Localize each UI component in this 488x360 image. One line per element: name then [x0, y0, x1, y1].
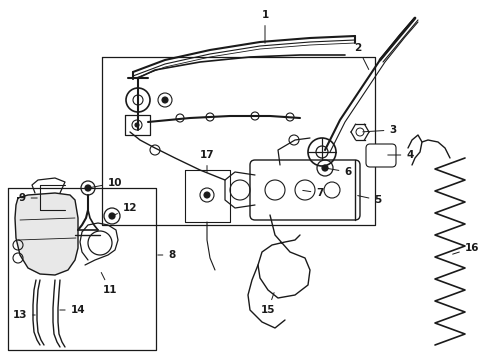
Circle shape — [203, 192, 209, 198]
Circle shape — [85, 185, 91, 191]
Text: 3: 3 — [362, 125, 396, 135]
Text: 12: 12 — [114, 203, 137, 215]
FancyBboxPatch shape — [249, 160, 359, 220]
Text: 5: 5 — [357, 195, 381, 205]
Text: 13: 13 — [13, 310, 35, 320]
Text: 14: 14 — [60, 305, 85, 315]
Text: 15: 15 — [260, 293, 275, 315]
Text: 6: 6 — [327, 167, 351, 177]
Text: 1: 1 — [261, 10, 268, 43]
FancyBboxPatch shape — [365, 144, 395, 167]
Circle shape — [162, 97, 168, 103]
Polygon shape — [15, 193, 78, 275]
Text: 8: 8 — [158, 250, 175, 260]
Text: 10: 10 — [91, 178, 122, 188]
Text: 2: 2 — [354, 43, 368, 69]
Text: 9: 9 — [19, 193, 37, 203]
Circle shape — [109, 213, 115, 219]
Text: 17: 17 — [199, 150, 214, 172]
Circle shape — [135, 123, 139, 127]
Text: 7: 7 — [302, 188, 323, 198]
Text: 16: 16 — [452, 243, 478, 254]
Text: 11: 11 — [101, 273, 117, 295]
Text: 4: 4 — [387, 150, 413, 160]
Circle shape — [321, 165, 327, 171]
